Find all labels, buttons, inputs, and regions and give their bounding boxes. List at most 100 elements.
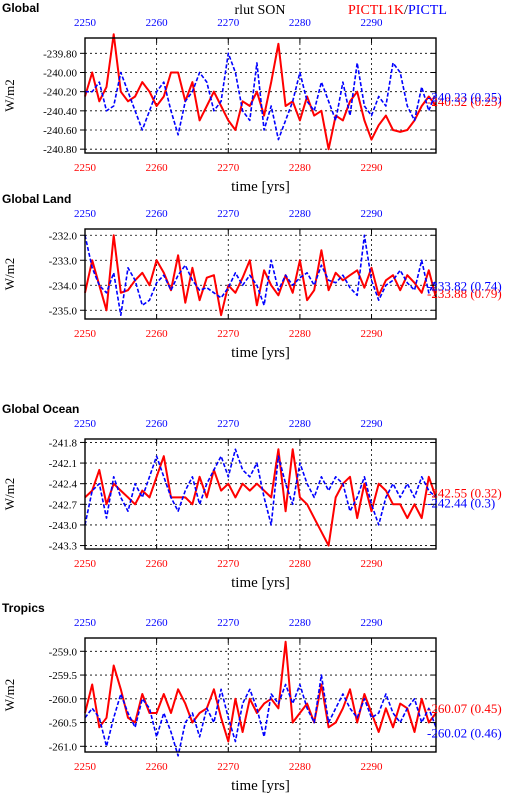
panel-3: Global Ocean -241.8 -242.1 -242.4 -242.7 -243… [2,402,502,591]
x-tick-label-top: 2250 [74,17,97,29]
plot-frame [84,37,437,154]
y-axis-label: W/m2 [2,679,17,712]
x-tick-label-bottom: 2260 [146,162,169,174]
x-tick-label-top: 2280 [289,208,312,220]
x-axis-label: time [yrs] [231,179,290,195]
x-tick-label-top: 2280 [289,617,312,629]
y-tick-label: -242.7 [49,499,78,511]
y-tick-label: -233.0 [49,255,78,267]
x-axis-label: time [yrs] [231,575,290,591]
plot-frame [84,228,437,320]
x-tick-label-bottom: 2250 [74,761,97,773]
panel-title: Global [2,1,39,15]
annotation-pictl1k: -240.32 (0.25) [427,94,502,109]
x-tick-label-top: 2280 [289,418,312,430]
y-tick-label: -240.40 [43,106,77,118]
x-tick-label-top: 2290 [361,17,384,29]
x-tick-label-bottom: 2250 [74,162,97,174]
x-tick-label-bottom: 2280 [289,761,312,773]
x-tick-label-top: 2290 [361,208,384,220]
y-axis-label: W/m2 [2,79,17,112]
y-tick-label: -240.20 [43,87,77,99]
y-tick-label: -240.60 [43,125,77,137]
x-tick-label-bottom: 2290 [361,761,384,773]
legend-separator: / [404,3,408,18]
legend-label-pictl: PICTL [408,3,447,18]
x-tick-label-bottom: 2270 [217,558,240,570]
x-tick-label-bottom: 2260 [146,558,169,570]
x-tick-label-top: 2260 [146,617,169,629]
x-tick-label-bottom: 2290 [361,162,384,174]
x-tick-label-top: 2260 [146,418,169,430]
y-tick-label: -234.0 [49,280,78,292]
y-tick-label: -240.80 [43,144,77,156]
series-line-pictl1k [84,234,437,317]
y-tick-label: -243.3 [49,541,78,553]
x-tick-label-top: 2250 [74,208,97,220]
series-line-pictl [84,234,437,317]
x-tick-label-bottom: 2250 [74,328,97,340]
x-tick-label-top: 2270 [217,617,240,629]
x-tick-label-bottom: 2290 [361,328,384,340]
x-tick-label-bottom: 2270 [217,761,240,773]
panel-4: Tropics -259.0 -259.5 -260.0 -260.5 -261.0 W/m… [2,601,502,794]
y-axis-label: W/m2 [2,258,17,291]
x-tick-label-bottom: 2280 [289,162,312,174]
x-tick-label-top: 2270 [217,418,240,430]
x-tick-label-top: 2270 [217,17,240,29]
x-tick-label-top: 2270 [217,208,240,220]
x-tick-label-top: 2280 [289,17,312,29]
x-tick-label-top: 2290 [361,617,384,629]
panel-title: Global Ocean [2,402,79,416]
annotation-pictl1k: -242.55 (0.32) [427,485,502,500]
series-line-pictl1k [84,33,437,151]
y-tick-label: -259.5 [49,670,78,682]
y-tick-label: -239.80 [43,48,77,60]
x-tick-label-top: 2290 [361,418,384,430]
x-tick-label-bottom: 2260 [146,328,169,340]
x-tick-label-bottom: 2290 [361,558,384,570]
x-tick-label-top: 2260 [146,17,169,29]
x-tick-label-top: 2250 [74,418,97,430]
panel-title: Tropics [2,601,45,615]
y-tick-label: -235.0 [49,305,78,317]
series-line-pictl1k [84,448,437,547]
annotation-pictl: -240.23 (0.25) [427,90,502,105]
x-tick-label-top: 2260 [146,208,169,220]
series-line-pictl [84,674,437,757]
figure-legend: PICTL1K / PICTL [348,3,447,18]
annotation-pictl: -233.82 (0.74) [427,278,502,293]
y-tick-label: -240.00 [43,68,77,80]
panel-title: Global Land [2,192,71,206]
x-tick-label-bottom: 2280 [289,328,312,340]
annotation-pictl: -260.02 (0.46) [427,725,502,740]
panels: Global -239.80 -240.00 -240.20 -240.40 -240.6… [2,1,502,794]
x-axis-label: time [yrs] [231,778,290,794]
figure-center-title: rlut SON [235,3,286,18]
y-tick-label: -260.0 [49,694,78,706]
y-tick-label: -259.0 [49,646,78,658]
y-tick-label: -260.5 [49,718,78,730]
plot-frame [84,438,437,550]
series-line-pictl [84,448,437,526]
annotation-pictl1k: -233.88 (0.79) [427,286,502,301]
series-line-pictl1k [84,640,437,743]
y-tick-label: -243.0 [49,520,78,532]
x-tick-label-bottom: 2250 [74,558,97,570]
panel-2: Global Land -232.0 -233.0 -234.0 -235.0 W/m2 2… [2,192,502,361]
y-tick-label: -232.0 [49,230,78,242]
annotation-pictl1k: -260.07 (0.45) [427,701,502,716]
x-tick-label-bottom: 2260 [146,761,169,773]
x-axis-label: time [yrs] [231,345,290,361]
y-tick-label: -242.4 [49,479,78,491]
x-tick-label-bottom: 2270 [217,328,240,340]
y-tick-label: -242.1 [49,458,77,470]
series-line-pictl [85,52,437,141]
x-tick-label-bottom: 2270 [217,162,240,174]
panel-1: Global -239.80 -240.00 -240.20 -240.40 -240.6… [2,1,502,195]
y-axis-label: W/m2 [2,478,17,511]
plot-frame [84,637,437,753]
annotation-pictl: -242.44 (0.3) [427,495,495,510]
